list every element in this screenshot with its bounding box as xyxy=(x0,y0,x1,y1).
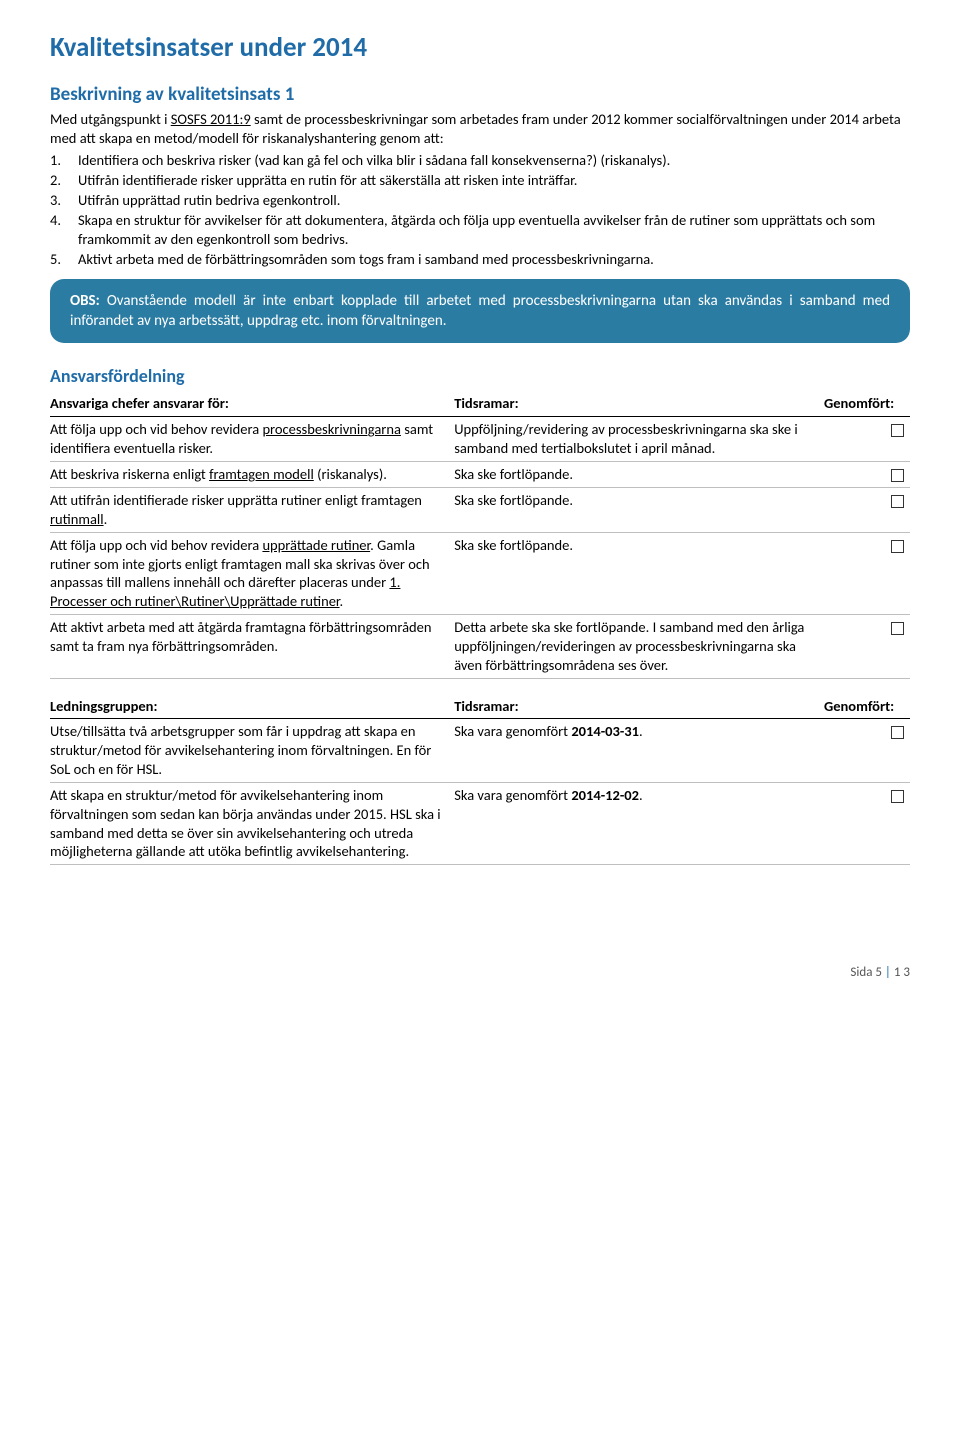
checkbox[interactable] xyxy=(891,726,904,739)
cell-timeframe: Ska vara genomfört 2014-03-31. xyxy=(454,719,824,783)
table1-header-3: Genomfört: xyxy=(824,392,910,416)
table-row: Att aktivt arbeta med att åtgärda framta… xyxy=(50,615,910,679)
cell-responsibility: Att skapa en struktur/metod för avvikels… xyxy=(50,782,454,864)
responsibility-heading: Ansvarsfördelning xyxy=(50,365,910,388)
table-row: Att följa upp och vid behov revidera upp… xyxy=(50,532,910,614)
underlined-text: processbeskrivningarna xyxy=(262,420,401,438)
list-number: 3. xyxy=(50,191,72,210)
list-item: 4.Skapa en struktur för avvikelser för a… xyxy=(78,211,910,249)
responsibility-table-1: Ansvariga chefer ansvarar för: Tidsramar… xyxy=(50,392,910,678)
cell-completed xyxy=(824,487,910,532)
cell-timeframe: Uppföljning/revidering av processbeskriv… xyxy=(454,417,824,462)
cell-completed xyxy=(824,615,910,679)
page-title: Kvalitetsinsatser under 2014 xyxy=(50,30,910,65)
numbered-list: 1. Identifiera och beskriva risker (vad k… xyxy=(50,151,910,268)
cell-completed xyxy=(824,782,910,864)
cell-responsibility: Att följa upp och vid behov revidera upp… xyxy=(50,532,454,614)
checkbox[interactable] xyxy=(891,622,904,635)
page-footer: Sida 5 | 1 3 xyxy=(50,965,910,982)
table1-header-2: Tidsramar: xyxy=(454,392,824,416)
text: . xyxy=(639,722,643,740)
table-row: Att skapa en struktur/metod för avvikels… xyxy=(50,782,910,864)
text: Ska vara genomfört xyxy=(454,722,571,740)
list-item: 1.Identifiera och beskriva risker (vad k… xyxy=(78,151,910,170)
checkbox[interactable] xyxy=(891,495,904,508)
text: Att följa upp och vid behov revidera xyxy=(50,536,262,554)
text: (riskanalys). xyxy=(314,465,387,483)
list-number: 2. xyxy=(50,171,72,190)
table-row: Att följa upp och vid behov revidera pro… xyxy=(50,417,910,462)
text: . xyxy=(639,786,643,804)
list-text: Skapa en struktur för avvikelser för att… xyxy=(78,211,875,248)
date-bold: 2014-12-02 xyxy=(571,786,639,804)
table2-header-3: Genomfört: xyxy=(824,695,910,719)
list-text: Utifrån upprättad rutin bedriva egenkont… xyxy=(78,191,340,209)
text: . xyxy=(340,592,344,610)
list-text: Identifiera och beskriva risker (vad kan… xyxy=(78,151,670,169)
text: . xyxy=(104,510,108,528)
table-row: Utse/tillsätta två arbetsgrupper som får… xyxy=(50,719,910,783)
underlined-text: rutinmall xyxy=(50,510,104,528)
list-text: Utifrån identifierade risker upprätta en… xyxy=(78,171,577,189)
text: Att följa upp och vid behov revidera xyxy=(50,420,262,438)
date-bold: 2014-03-31 xyxy=(571,722,639,740)
text: Ska vara genomfört xyxy=(454,786,571,804)
list-number: 1. xyxy=(50,151,72,170)
underlined-text: upprättade rutiner xyxy=(262,536,370,554)
list-item: 5.Aktivt arbeta med de förbättringsområd… xyxy=(78,250,910,269)
list-item: 2.Utifrån identifierade risker upprätta … xyxy=(78,171,910,190)
cell-responsibility: Att beskriva riskerna enligt framtagen m… xyxy=(50,461,454,487)
footer-total: 1 3 xyxy=(894,965,910,980)
list-number: 4. xyxy=(50,211,72,230)
list-text: Aktivt arbeta med de förbättringsområden… xyxy=(78,250,654,268)
table2-header-2: Tidsramar: xyxy=(454,695,824,719)
table1-header-1: Ansvariga chefer ansvarar för: xyxy=(50,392,454,416)
intro-pre: Med utgångspunkt i xyxy=(50,110,171,128)
responsibility-table-2: Ledningsgruppen: Tidsramar: Genomfört: U… xyxy=(50,695,910,866)
table2-header-1: Ledningsgruppen: xyxy=(50,695,454,719)
footer-page: Sida 5 xyxy=(850,965,882,980)
callout-box: OBS: Ovanstående modell är inte enbart k… xyxy=(50,279,910,344)
checkbox[interactable] xyxy=(891,469,904,482)
text: Att aktivt arbeta med att åtgärda framta… xyxy=(50,618,432,655)
footer-sep: | xyxy=(885,965,891,980)
cell-timeframe: Ska ske fortlöpande. xyxy=(454,487,824,532)
checkbox[interactable] xyxy=(891,790,904,803)
table-row: Att utifrån identifierade risker upprätt… xyxy=(50,487,910,532)
section-subheading: Beskrivning av kvalitetsinsats 1 xyxy=(50,83,910,108)
cell-responsibility: Att utifrån identifierade risker upprätt… xyxy=(50,487,454,532)
checkbox[interactable] xyxy=(891,540,904,553)
cell-responsibility: Utse/tillsätta två arbetsgrupper som får… xyxy=(50,719,454,783)
cell-completed xyxy=(824,719,910,783)
cell-timeframe: Ska ske fortlöpande. xyxy=(454,461,824,487)
cell-responsibility: Att aktivt arbeta med att åtgärda framta… xyxy=(50,615,454,679)
cell-completed xyxy=(824,461,910,487)
intro-paragraph: Med utgångspunkt i SOSFS 2011:9 samt de … xyxy=(50,110,910,148)
cell-completed xyxy=(824,417,910,462)
underlined-text: framtagen modell xyxy=(209,465,314,483)
cell-responsibility: Att följa upp och vid behov revidera pro… xyxy=(50,417,454,462)
table-row: Att beskriva riskerna enligt framtagen m… xyxy=(50,461,910,487)
list-item: 3.Utifrån upprättad rutin bedriva egenko… xyxy=(78,191,910,210)
callout-text: Ovanstående modell är inte enbart koppla… xyxy=(70,292,890,330)
cell-completed xyxy=(824,532,910,614)
callout-prefix: OBS: xyxy=(70,292,100,310)
checkbox[interactable] xyxy=(891,424,904,437)
cell-timeframe: Ska ske fortlöpande. xyxy=(454,532,824,614)
list-number: 5. xyxy=(50,250,72,269)
text: Att utifrån identifierade risker upprätt… xyxy=(50,491,422,509)
cell-timeframe: Ska vara genomfört 2014-12-02. xyxy=(454,782,824,864)
intro-link: SOSFS 2011:9 xyxy=(171,110,251,128)
cell-timeframe: Detta arbete ska ske fortlöpande. I samb… xyxy=(454,615,824,679)
text: Att beskriva riskerna enligt xyxy=(50,465,209,483)
